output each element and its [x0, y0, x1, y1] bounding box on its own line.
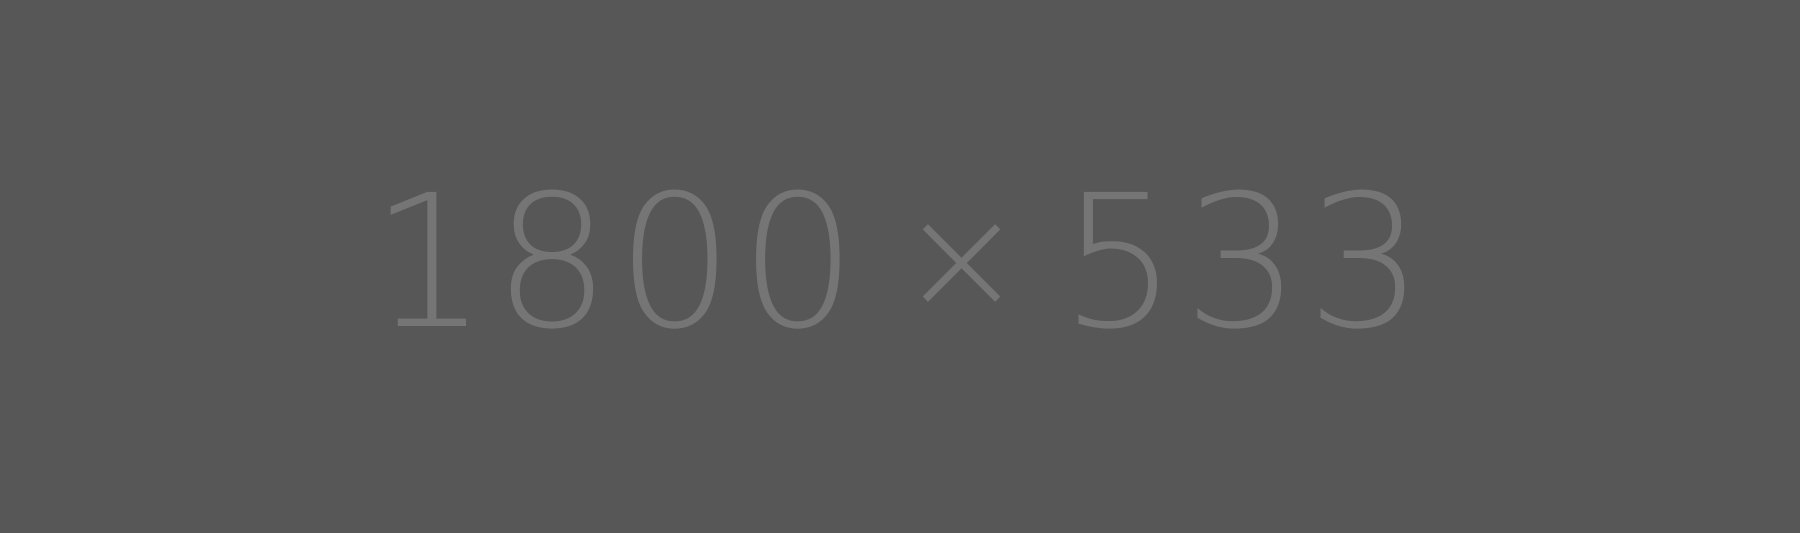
- times-sign: ×: [898, 171, 1025, 346]
- width-value: 1800: [370, 155, 863, 370]
- height-value: 533: [1060, 155, 1430, 370]
- dimension-label: 1800 × 533: [370, 171, 1429, 355]
